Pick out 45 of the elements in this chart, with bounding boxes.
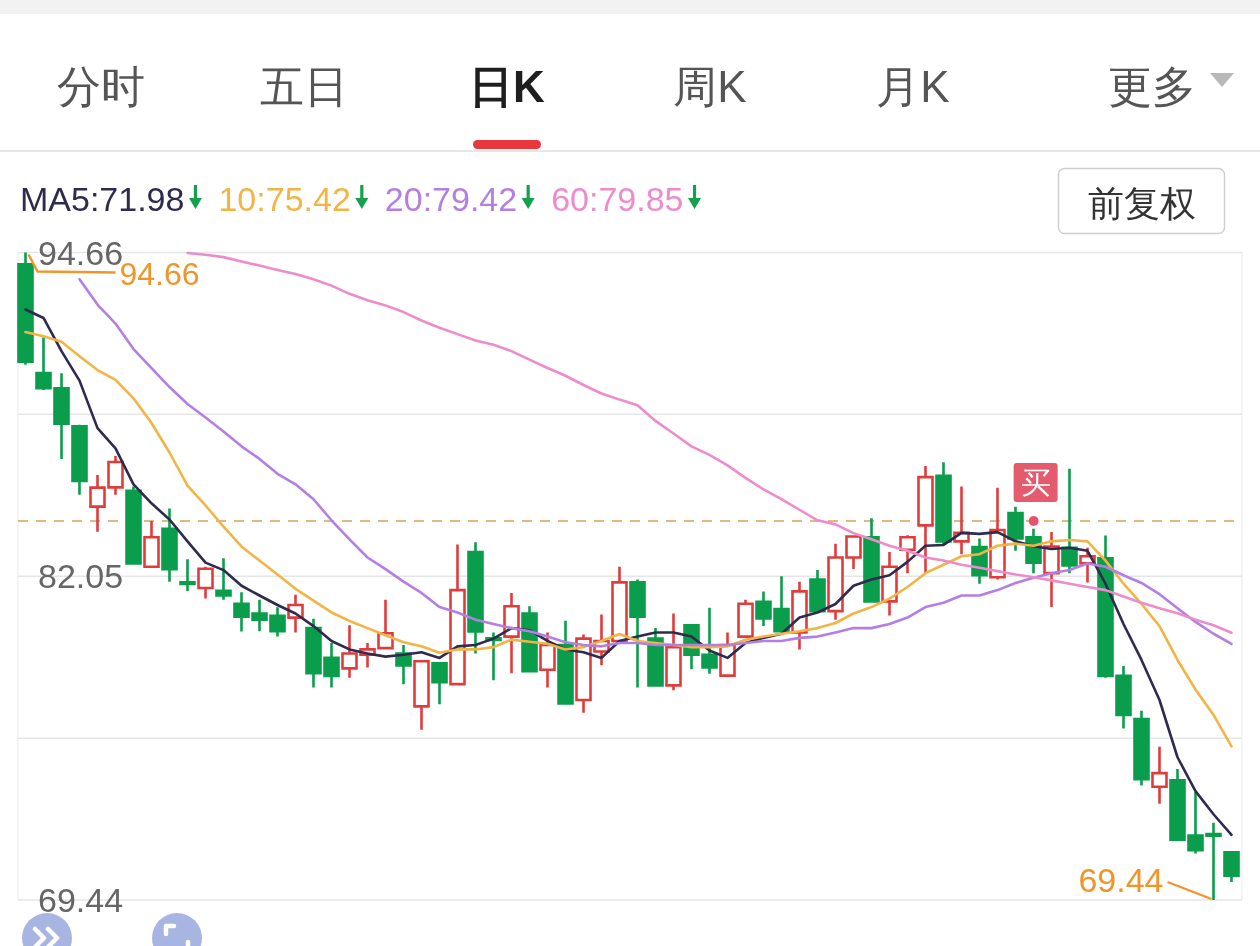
text: 周K: [673, 62, 747, 111]
y-tick-label: 82.05: [38, 557, 124, 596]
text: 月K: [876, 62, 950, 111]
text: 分时: [57, 62, 145, 111]
candlestick: [1151, 745, 1168, 806]
candlestick: [179, 558, 196, 593]
text: MA5:71.98: [20, 180, 185, 218]
candlestick: [899, 533, 916, 575]
line-series: [24, 330, 1233, 748]
candlestick: [557, 619, 574, 705]
candlestick: [215, 556, 232, 602]
candlestick: [935, 460, 952, 547]
text: 60:79.85: [551, 180, 684, 218]
line-series: [24, 308, 1233, 837]
candlestick: [125, 485, 142, 566]
y-tick-label: 69.44: [38, 881, 124, 919]
candlestick: [1133, 709, 1150, 787]
candlestick: [647, 626, 664, 687]
candlestick: [629, 578, 646, 689]
text: 日K: [469, 62, 546, 111]
candlestick: [197, 565, 214, 600]
candlestick: [413, 659, 430, 732]
text: 更多: [1108, 62, 1196, 111]
candlestick: [863, 516, 880, 603]
candlestick: [467, 541, 484, 655]
text: 20:79.42: [384, 180, 518, 218]
candlestick: [809, 568, 826, 613]
annotation: 69.44: [1078, 861, 1164, 899]
candlestick: [917, 464, 934, 575]
candlestick: [71, 423, 88, 497]
candlestick: [17, 251, 34, 366]
candlestick: [665, 612, 682, 692]
text: 10:75.42: [218, 180, 351, 218]
candlestick: [431, 660, 448, 706]
candlestick: [1061, 467, 1078, 575]
candlestick: [143, 519, 160, 569]
text: 前复权: [1087, 183, 1196, 224]
candlestick: [449, 543, 466, 686]
text: 五日: [260, 62, 348, 111]
annotation: 买: [1020, 466, 1051, 500]
candlestick: [161, 507, 178, 583]
candlestick: [953, 485, 970, 556]
candlestick: [539, 631, 556, 689]
candlestick: [1223, 850, 1240, 884]
candlestick: [737, 598, 754, 638]
